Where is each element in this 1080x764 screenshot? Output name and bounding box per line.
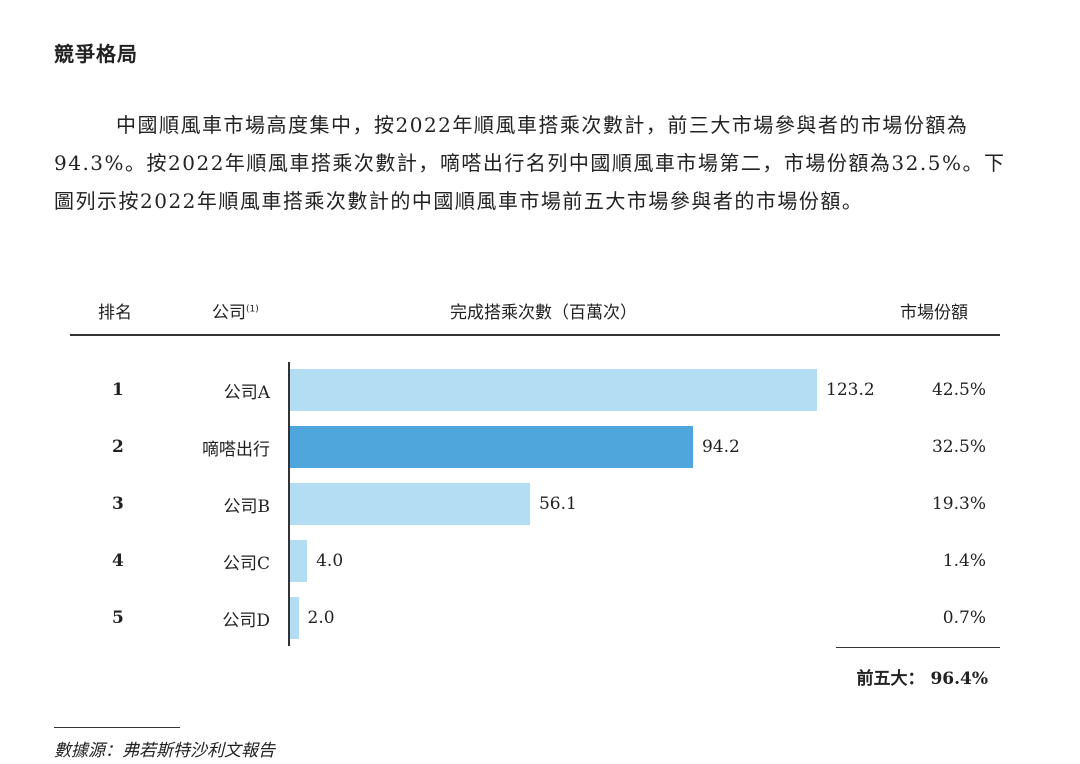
share-cell: 42.5% (931, 380, 986, 400)
header-divider (70, 334, 1000, 336)
total-row: 前五大： 96.4% (857, 664, 988, 689)
paragraph-text: 中國順風車市場高度集中，按2022年順風車搭乘次數計，前三大市場參與者的市場份額… (54, 113, 1006, 213)
rank-cell: 4 (112, 551, 124, 571)
share-cell: 0.7% (942, 608, 986, 628)
total-value: 96.4% (930, 669, 988, 689)
value-label: 56.1 (538, 494, 577, 514)
source-note: 數據源：弗若斯特沙利文報告 (54, 741, 275, 761)
rank-cell: 1 (112, 380, 124, 400)
bar (290, 540, 308, 582)
header-company-label: 公司 (212, 303, 246, 323)
total-label: 前五大： (856, 669, 925, 689)
company-cell: 公司C (222, 554, 270, 574)
bar (290, 426, 693, 468)
company-cell: 公司D (222, 611, 270, 631)
company-cell: 嘀嗒出行 (202, 440, 270, 460)
bar (290, 369, 817, 411)
share-cell: 19.3% (931, 494, 986, 514)
company-cell: 公司B (223, 497, 271, 517)
footnote-ref: (1) (246, 304, 259, 315)
value-label: 94.2 (701, 437, 740, 457)
share-cell: 1.4% (942, 551, 986, 571)
company-cell: 公司A (223, 383, 270, 403)
total-divider (836, 647, 1000, 648)
header-company: 公司(1) (212, 298, 259, 323)
value-label: 123.2 (826, 380, 875, 400)
section-heading: 競爭格局 (54, 42, 138, 66)
rank-cell: 5 (112, 608, 124, 628)
value-label: 2.0 (307, 608, 335, 628)
rank-cell: 3 (112, 494, 124, 514)
bar (290, 597, 299, 639)
rank-cell: 2 (112, 437, 124, 457)
value-label: 4.0 (316, 551, 344, 571)
footnote-divider (54, 727, 180, 728)
header-rides: 完成搭乘次數（百萬次） (450, 303, 637, 323)
bar (290, 483, 530, 525)
chart-axis (288, 362, 290, 646)
header-share: 市場份額 (900, 303, 968, 323)
intro-paragraph: 中國順風車市場高度集中，按2022年順風車搭乘次數計，前三大市場參與者的市場份額… (54, 106, 1024, 220)
share-cell: 32.5% (931, 437, 986, 457)
header-rank: 排名 (98, 303, 132, 323)
